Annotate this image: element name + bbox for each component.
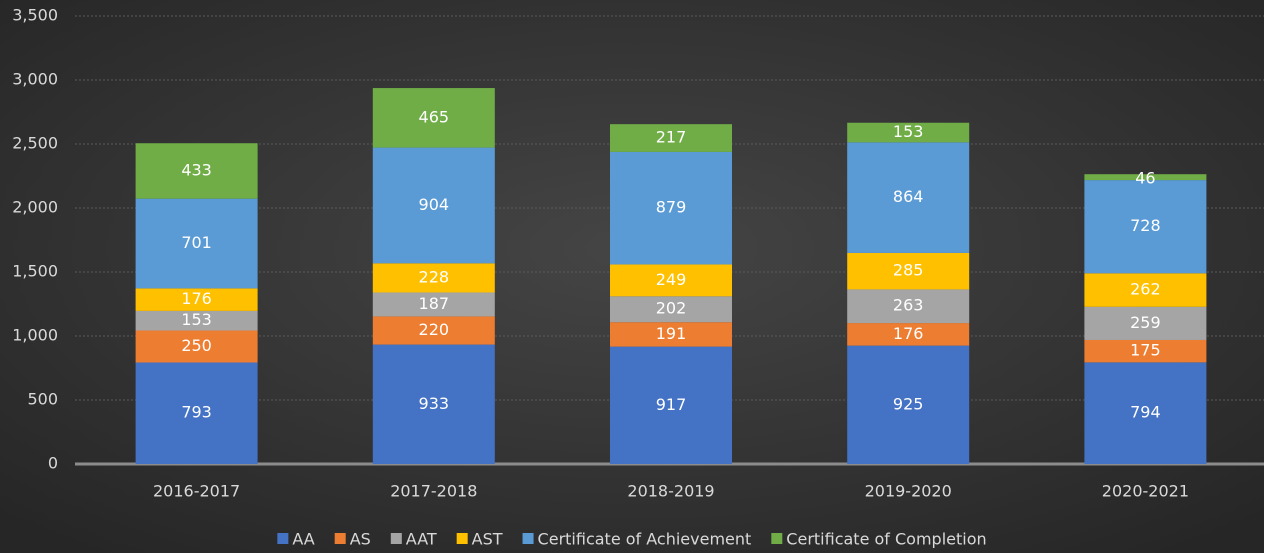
legend-label: AA [292, 530, 314, 549]
y-tick-label: 2,500 [12, 134, 58, 153]
bar-segment [610, 346, 732, 464]
bar-segment [1084, 180, 1207, 274]
value-label: 259 [1130, 313, 1161, 332]
y-tick-label: 2,000 [12, 198, 58, 217]
bar-segment [610, 151, 732, 265]
value-label: 175 [1130, 341, 1161, 360]
value-label: 153 [181, 310, 212, 329]
value-label: 933 [419, 394, 450, 413]
x-tick-label: 2018-2019 [627, 482, 714, 501]
bar-segment [135, 288, 258, 311]
value-label: 176 [893, 324, 924, 343]
x-tick-label: 2020-2021 [1102, 482, 1189, 501]
legend-label: AAT [406, 530, 437, 549]
legend-swatch [456, 533, 468, 544]
value-label: 879 [656, 198, 687, 217]
value-label: 701 [181, 233, 212, 252]
y-tick-label: 500 [27, 390, 58, 409]
bar-segment [847, 122, 970, 143]
bar-segment [1084, 273, 1207, 307]
x-tick-label: 2016-2017 [153, 482, 240, 501]
y-tick-label: 1,500 [12, 262, 58, 281]
legend-label: AS [350, 530, 371, 549]
bar-segment [610, 264, 732, 297]
legend-swatch [334, 533, 346, 544]
value-label: 465 [419, 107, 450, 126]
legend-label: AST [472, 530, 503, 549]
bar-segment [847, 289, 970, 324]
value-label: 793 [181, 403, 212, 422]
value-label: 153 [893, 122, 924, 141]
legend-swatch [522, 533, 534, 544]
value-label: 191 [656, 324, 687, 343]
value-label: 433 [181, 160, 212, 179]
bar-segment [135, 198, 258, 289]
legend-swatch [277, 533, 289, 544]
y-tick-label: 3,500 [12, 6, 58, 25]
legend-swatch [771, 533, 783, 544]
value-label: 917 [656, 395, 687, 414]
bar-segment [372, 344, 495, 464]
bar-segment [1084, 174, 1207, 181]
bar-segment [135, 362, 258, 464]
bar-segment [1084, 339, 1207, 363]
bar-segment [847, 142, 970, 253]
value-label: 46 [1135, 169, 1155, 188]
y-tick-label: 3,000 [12, 70, 58, 89]
value-label: 250 [181, 336, 212, 355]
bar-segment [372, 147, 495, 264]
bar-segment [847, 323, 970, 346]
value-label: 262 [1130, 280, 1161, 299]
x-tick-label: 2019-2020 [865, 482, 952, 501]
value-label: 904 [419, 195, 450, 214]
value-label: 794 [1130, 403, 1161, 422]
legend-label: Certificate of Achievement [538, 530, 752, 549]
bar-segment [372, 263, 495, 293]
bar-segment [610, 322, 732, 347]
value-label: 864 [893, 187, 924, 206]
value-label: 925 [893, 394, 924, 413]
y-tick-label: 1,000 [12, 326, 58, 345]
value-label: 217 [656, 128, 687, 147]
bar-segment [1084, 306, 1207, 340]
bar-segment [135, 310, 258, 331]
value-label: 176 [181, 289, 212, 308]
bar-segment [1084, 362, 1207, 464]
value-label: 285 [893, 261, 924, 280]
value-label: 249 [656, 270, 687, 289]
value-label: 728 [1130, 216, 1161, 235]
bar-segment [372, 88, 495, 148]
bar-segment [610, 124, 732, 152]
bar-segment [372, 316, 495, 345]
value-label: 263 [893, 296, 924, 315]
bar-segment [372, 292, 495, 317]
bar-segment [847, 252, 970, 290]
bar-segment [135, 330, 258, 363]
value-label: 220 [419, 320, 450, 339]
bar-segment [847, 345, 970, 464]
value-label: 187 [419, 294, 450, 313]
bar-segment [135, 143, 258, 199]
legend-swatch [390, 533, 402, 544]
bar-segment [610, 296, 732, 323]
y-tick-label: 0 [48, 454, 58, 473]
x-tick-label: 2017-2018 [390, 482, 477, 501]
value-label: 228 [419, 267, 450, 286]
value-label: 202 [656, 299, 687, 318]
legend-label: Certificate of Completion [786, 530, 986, 549]
